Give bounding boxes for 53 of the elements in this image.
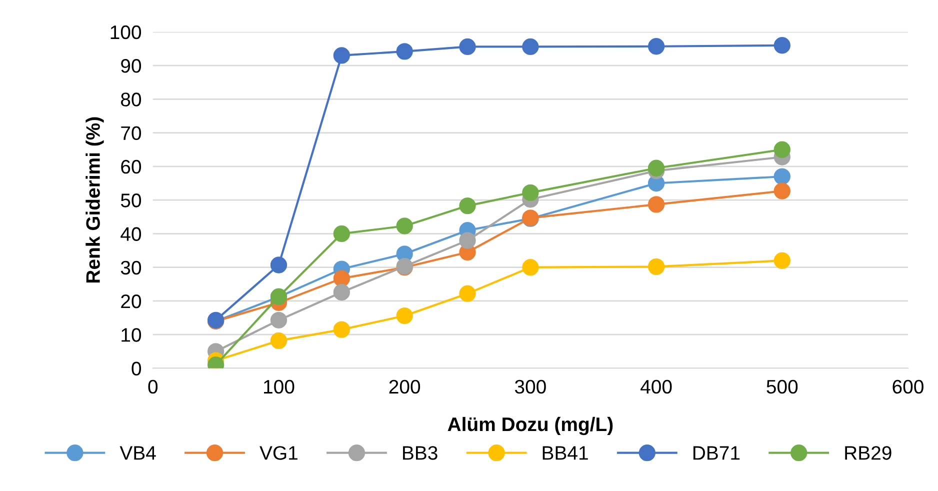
point — [648, 160, 665, 176]
y-tick-label: 90 — [121, 59, 142, 73]
x-tick-label: 400 — [640, 380, 672, 394]
y-tick-label: 50 — [120, 194, 142, 208]
point — [774, 37, 790, 54]
y-tick-label: 60 — [121, 160, 142, 174]
point — [270, 256, 288, 274]
point — [333, 47, 350, 64]
point — [522, 259, 539, 276]
legend-label: BB41 — [542, 446, 588, 460]
x-tick-label: 200 — [389, 380, 420, 394]
point — [459, 197, 476, 214]
legend-label: VB4 — [120, 446, 156, 460]
x-axis-title: Alüm Dozu (mg/L) — [448, 416, 613, 436]
y-axis-title: Renk Giderimi (%) — [86, 117, 104, 283]
point — [396, 218, 413, 234]
point — [333, 270, 350, 287]
legend-label: VG1 — [260, 446, 298, 460]
point — [522, 38, 539, 56]
y-tick-label: 10 — [122, 328, 142, 342]
x-tick-label: 300 — [514, 380, 546, 394]
point — [459, 232, 476, 249]
point — [774, 252, 790, 269]
y-tick-label: 40 — [120, 227, 142, 241]
y-tick-label: 0 — [132, 362, 142, 376]
x-tick-label: 600 — [892, 380, 924, 394]
point — [333, 225, 350, 242]
x-tick-label: 0 — [148, 380, 158, 394]
y-tick-label: 20 — [121, 294, 142, 308]
point — [774, 182, 790, 200]
point — [270, 332, 288, 350]
point — [333, 284, 350, 301]
x-tick-label: 500 — [766, 380, 798, 394]
point — [270, 312, 288, 328]
x-tick-label: 100 — [264, 380, 294, 394]
legend-label: BB3 — [403, 446, 438, 460]
point — [648, 258, 665, 276]
point — [774, 141, 790, 158]
point — [459, 38, 476, 56]
point — [333, 321, 350, 338]
point — [396, 43, 413, 60]
point — [459, 285, 476, 302]
y-tick-label: 80 — [121, 92, 142, 106]
point — [522, 184, 539, 202]
point — [648, 38, 665, 55]
y-tick-label: 30 — [120, 260, 142, 275]
point — [396, 307, 413, 324]
y-tick-label: 100 — [110, 25, 142, 40]
point — [648, 196, 665, 213]
point — [774, 168, 790, 185]
legend-label: RB29 — [845, 446, 892, 460]
legend-label: DB71 — [693, 446, 740, 460]
y-tick-label: 70 — [121, 126, 142, 140]
